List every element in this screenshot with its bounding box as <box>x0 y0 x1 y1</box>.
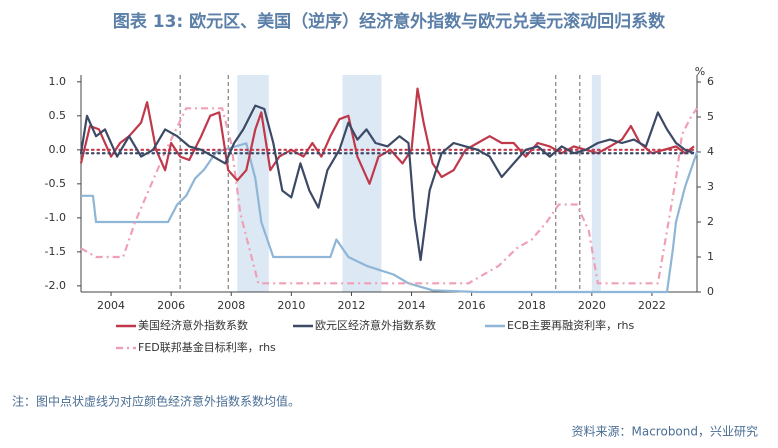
legend-label: 美国经济意外指数系数 <box>138 318 248 332</box>
y2-tick-label: 1 <box>707 250 714 263</box>
legend-label: 欧元区经济意外指数系数 <box>315 318 436 332</box>
y2-unit: % <box>695 65 705 78</box>
series-line <box>79 104 695 262</box>
series-line <box>80 107 698 285</box>
y-tick-label: 1.0 <box>49 75 67 88</box>
note: 注：图中点状虚线为对应颜色经济意外指数系数均值。 <box>12 394 300 409</box>
legend-label: ECB主要再融资利率，rhs <box>507 318 634 332</box>
y2-tick-label: 0 <box>707 285 714 298</box>
chart-title: 图表 13: 欧元区、美国（逆序）经济意外指数与欧元兑美元滚动回归系数 <box>113 11 666 32</box>
x-tick-label: 2016 <box>458 299 486 312</box>
y2-tick-label: 6 <box>707 75 714 88</box>
y2-tick-label: 3 <box>707 180 714 193</box>
y-tick-label: -0.5 <box>45 177 66 190</box>
x-tick-label: 2004 <box>97 299 125 312</box>
x-tick-label: 2012 <box>337 299 365 312</box>
y-tick-label: -1.5 <box>45 245 66 258</box>
y-tick-label: 0.5 <box>49 109 67 122</box>
source: 资料来源：Macrobond，兴业研究 <box>572 424 759 439</box>
y-tick-label: -1.0 <box>45 211 66 224</box>
y-tick-label: 0.0 <box>49 143 67 156</box>
x-tick-label: 2020 <box>578 299 606 312</box>
y2-tick-label: 5 <box>707 110 714 123</box>
series-line <box>81 142 699 294</box>
x-tick-label: 2014 <box>398 299 426 312</box>
y2-tick-label: 4 <box>707 145 714 158</box>
shaded-period <box>591 75 601 292</box>
shaded-period <box>342 75 382 292</box>
x-tick-label: 2018 <box>518 299 546 312</box>
x-tick-label: 2010 <box>277 299 305 312</box>
legend-label: FED联邦基金目标利率，rhs <box>138 340 276 354</box>
x-tick-label: 2022 <box>638 299 666 312</box>
x-tick-label: 2006 <box>157 299 185 312</box>
y2-tick-label: 2 <box>707 215 714 228</box>
y-tick-label: -2.0 <box>45 279 66 292</box>
x-tick-label: 2008 <box>217 299 245 312</box>
